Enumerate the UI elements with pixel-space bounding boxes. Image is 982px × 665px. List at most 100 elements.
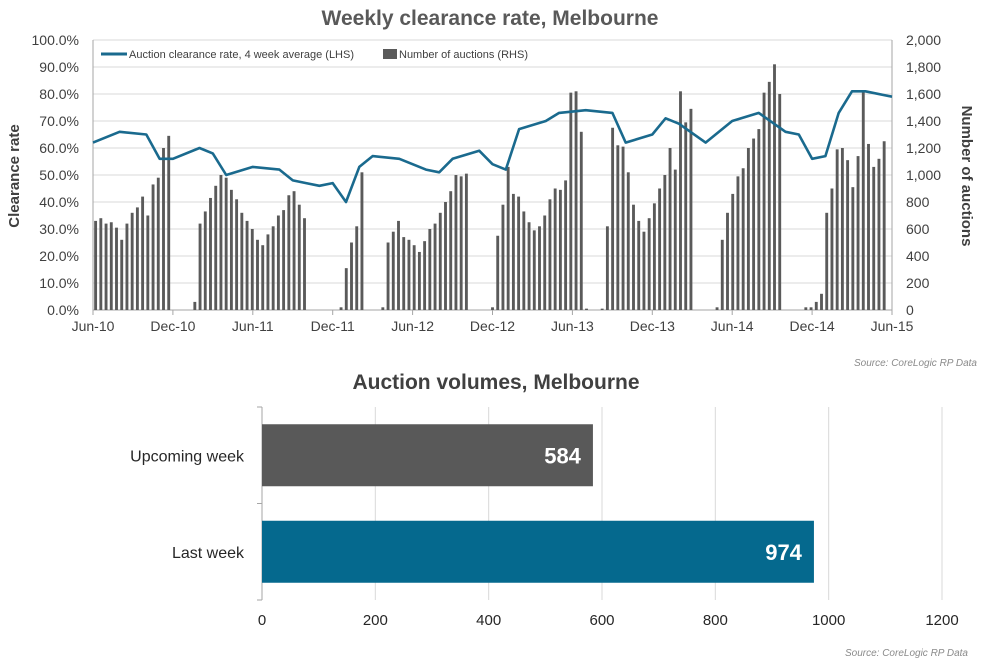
y2-tick-label: 800	[906, 194, 930, 210]
auction-bar	[553, 188, 557, 310]
chart1-source: Source: CoreLogic RP Data	[854, 358, 977, 369]
auction-bar	[428, 229, 432, 310]
auction-bar	[339, 307, 343, 310]
y-tick-label: 80.0%	[39, 86, 79, 102]
auction-bar	[402, 237, 406, 310]
auction-bar	[391, 231, 395, 310]
auction-bar	[840, 148, 844, 310]
x-tick-label: Dec-13	[630, 318, 675, 334]
x-tick-label: Jun-11	[232, 318, 274, 334]
auction-bar	[715, 307, 719, 310]
auction-bar	[637, 220, 641, 310]
y-tick-label: 30.0%	[39, 221, 79, 237]
auction-bar	[856, 156, 860, 310]
auction-bar	[99, 218, 103, 310]
x-tick-label: Dec-11	[311, 318, 355, 334]
x-tick-label: Dec-12	[470, 318, 515, 334]
auction-bar	[814, 301, 818, 310]
auction-bar	[245, 220, 249, 310]
chart1-gridlines	[92, 39, 893, 311]
auction-bar	[830, 188, 834, 310]
y2-tick-label: 1,200	[906, 140, 941, 156]
auction-bar	[250, 229, 254, 310]
y-tick-label: 40.0%	[39, 194, 79, 210]
volume-bar	[262, 520, 814, 583]
auction-bar	[621, 146, 625, 310]
x-tick-label: 200	[363, 612, 388, 629]
x-tick-label: Jun-10	[72, 318, 115, 334]
x-tick-label: Jun-14	[711, 318, 754, 334]
auction-bar	[684, 122, 688, 310]
auction-bar	[668, 148, 672, 310]
auction-bar	[663, 175, 667, 310]
auction-bar	[203, 211, 207, 310]
auction-bar	[292, 191, 296, 310]
x-tick-label: Jun-13	[551, 318, 594, 334]
auction-bar	[872, 166, 876, 310]
auction-bar	[736, 176, 740, 310]
auction-bar	[412, 245, 416, 310]
auction-bar	[757, 129, 761, 310]
auction-bar	[496, 235, 500, 310]
auction-bar	[276, 215, 280, 310]
auction-bar	[585, 308, 588, 310]
auction-bar	[397, 220, 400, 310]
auction-bar	[877, 158, 881, 310]
auction-bar	[689, 108, 693, 310]
x-tick-label: Jun-12	[391, 318, 434, 334]
auction-bar	[538, 226, 541, 310]
auction-bar	[141, 196, 145, 310]
y2-tick-label: 2,000	[906, 32, 941, 48]
auction-bar	[120, 239, 124, 310]
auction-bar	[214, 185, 218, 310]
auction-bar	[804, 307, 808, 310]
auction-bar	[867, 143, 870, 310]
auction-bar	[444, 202, 447, 310]
auction-bar	[506, 166, 510, 310]
chart1-legend: Auction clearance rate, 4 week average (…	[101, 49, 528, 61]
auction-bar	[527, 222, 531, 310]
auction-bar	[355, 226, 359, 310]
auction-bar	[115, 227, 118, 310]
chart2-x-ticks: 0 200 400 600 800 1000 1200	[258, 612, 959, 629]
auction-bar	[574, 91, 578, 310]
x-tick-label: Jun-15	[871, 318, 914, 334]
y2-tick-label: 0	[906, 302, 914, 318]
auction-bar	[501, 204, 505, 310]
auction-bar	[417, 251, 421, 310]
auction-bar	[762, 92, 766, 311]
y-tick-label: 0.0%	[47, 302, 79, 318]
auction-bar	[752, 138, 756, 310]
y-tick-label: 60.0%	[39, 140, 79, 156]
auction-bar	[522, 211, 526, 310]
auction-bar	[360, 172, 364, 310]
auction-bar	[851, 187, 855, 310]
auction-bar	[256, 239, 259, 310]
auction-bar	[407, 239, 411, 310]
auction-bar	[511, 193, 515, 310]
auction-bar	[454, 175, 458, 310]
auction-bar	[235, 199, 239, 310]
auction-bar	[882, 141, 886, 310]
x-tick-label: 400	[476, 612, 501, 629]
auction-bar	[846, 160, 850, 310]
category-label: Upcoming week	[130, 448, 245, 465]
y-tick-label: 50.0%	[39, 167, 79, 183]
chart1-x-ticks: Jun-10 Dec-10 Jun-11 Dec-11 Jun-12 Dec-12 Jun-…	[72, 310, 914, 334]
legend-line-label: Auction clearance rate, 4 week average (…	[129, 49, 354, 61]
auction-bar	[94, 220, 98, 310]
auction-bar	[162, 148, 165, 310]
y-tick-label: 10.0%	[39, 275, 79, 291]
auction-bar	[130, 212, 134, 310]
auction-bar	[773, 64, 776, 310]
x-tick-label: 1000	[812, 612, 845, 629]
chart1-left-ticks: 0.0% 10.0% 20.0% 30.0% 40.0% 50.0% 60.0% 70.0% 8…	[32, 32, 79, 318]
auction-bar	[193, 301, 197, 310]
auction-bar	[423, 241, 427, 310]
x-tick-label: Dec-10	[150, 318, 195, 334]
y2-tick-label: 1,000	[906, 167, 941, 183]
auction-bar	[652, 203, 656, 310]
auction-bar	[282, 210, 286, 310]
y2-tick-label: 200	[906, 275, 930, 291]
